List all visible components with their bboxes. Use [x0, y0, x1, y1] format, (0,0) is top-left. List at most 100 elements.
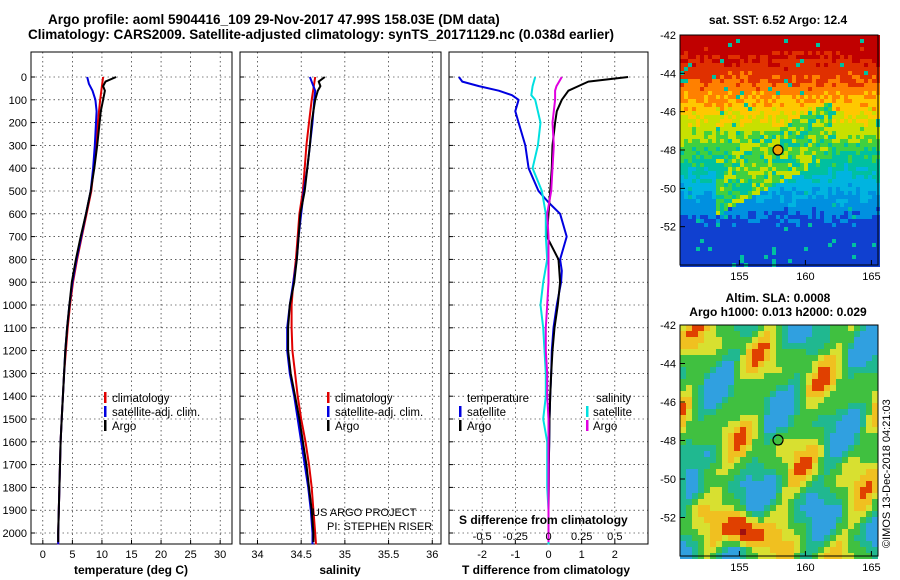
sst-cell	[768, 75, 772, 79]
sla-cell	[752, 517, 758, 523]
sst-cell	[736, 179, 740, 183]
sst-cell	[768, 167, 772, 171]
sst-cell	[824, 47, 828, 51]
sst-cell	[776, 247, 780, 251]
sst-cell	[768, 183, 772, 187]
sst-cell	[816, 219, 820, 223]
sla-cell	[758, 487, 764, 493]
sst-cell	[764, 203, 768, 207]
sst-cell	[680, 143, 684, 147]
sla-cell	[764, 529, 770, 535]
sst-cell	[776, 203, 780, 207]
sst-cell	[796, 215, 800, 219]
sst-cell	[704, 159, 708, 163]
sst-cell	[732, 39, 736, 43]
sst-cell	[744, 211, 748, 215]
sla-cell	[854, 475, 860, 481]
sla-cell	[734, 451, 740, 457]
sla-cell	[764, 439, 770, 445]
sst-cell	[784, 195, 788, 199]
sst-cell	[692, 51, 696, 55]
sst-cell	[852, 247, 856, 251]
sla-cell	[740, 541, 746, 547]
sst-cell	[696, 131, 700, 135]
sla-cell	[758, 343, 764, 349]
sst-cell	[724, 127, 728, 131]
sst-cell	[828, 95, 832, 99]
sla-cell	[680, 403, 686, 409]
sst-cell	[832, 63, 836, 67]
sst-cell	[820, 63, 824, 67]
sst-cell	[712, 219, 716, 223]
sst-cell	[692, 91, 696, 95]
sst-cell	[860, 135, 864, 139]
sla-cell	[728, 541, 734, 547]
sla-cell	[848, 373, 854, 379]
sst-cell	[800, 163, 804, 167]
sst-cell	[780, 159, 784, 163]
sla-cell	[836, 469, 842, 475]
sst-cell	[848, 47, 852, 51]
sst-cell	[812, 127, 816, 131]
sst-cell	[864, 235, 868, 239]
sla-cell	[716, 529, 722, 535]
sst-cell	[708, 51, 712, 55]
sst-cell	[696, 103, 700, 107]
sla-cell	[812, 463, 818, 469]
sla-cell	[728, 511, 734, 517]
sst-cell	[808, 107, 812, 111]
sla-cell	[830, 499, 836, 505]
sst-cell	[872, 95, 876, 99]
sst-cell	[756, 219, 760, 223]
sst-cell	[808, 151, 812, 155]
sla-cell	[836, 409, 842, 415]
sst-cell	[680, 247, 684, 251]
sst-cell	[728, 59, 732, 63]
sla-cell	[794, 505, 800, 511]
sst-cell	[740, 71, 744, 75]
sla-cell	[734, 457, 740, 463]
sst-cell	[788, 259, 792, 263]
sla-cell	[716, 505, 722, 511]
sst-cell	[740, 115, 744, 119]
sst-cell	[812, 199, 816, 203]
sla-cell	[806, 349, 812, 355]
sst-cell	[732, 223, 736, 227]
sla-cell	[770, 499, 776, 505]
sst-cell	[860, 247, 864, 251]
sla-cell	[860, 361, 866, 367]
sst-cell	[836, 51, 840, 55]
sst-cell	[748, 223, 752, 227]
sla-cell	[842, 415, 848, 421]
sst-cell	[724, 83, 728, 87]
sst-cell	[808, 147, 812, 151]
sst-cell	[704, 143, 708, 147]
sst-cell	[780, 199, 784, 203]
sla-cell	[854, 337, 860, 343]
sst-cell	[724, 207, 728, 211]
sst-cell	[684, 99, 688, 103]
sla-cell	[680, 493, 686, 499]
sst-cell	[788, 79, 792, 83]
sla-cell	[860, 457, 866, 463]
sla-cell	[806, 511, 812, 517]
legend-swatch-climatology	[327, 392, 330, 403]
sst-cell	[764, 171, 768, 175]
sst-cell	[744, 43, 748, 47]
sst-cell	[852, 83, 856, 87]
sst-cell	[836, 95, 840, 99]
sst-cell	[772, 47, 776, 51]
sst-cell	[780, 115, 784, 119]
sst-cell	[848, 167, 852, 171]
sst-cell	[768, 259, 772, 263]
sla-cell	[818, 499, 824, 505]
sst-cell	[716, 171, 720, 175]
sst-cell	[732, 135, 736, 139]
sst-cell	[712, 103, 716, 107]
sst-cell	[840, 79, 844, 83]
sla-cell	[722, 529, 728, 535]
sst-cell	[772, 103, 776, 107]
sst-cell	[736, 159, 740, 163]
sst-cell	[864, 183, 868, 187]
sla-cell	[776, 499, 782, 505]
